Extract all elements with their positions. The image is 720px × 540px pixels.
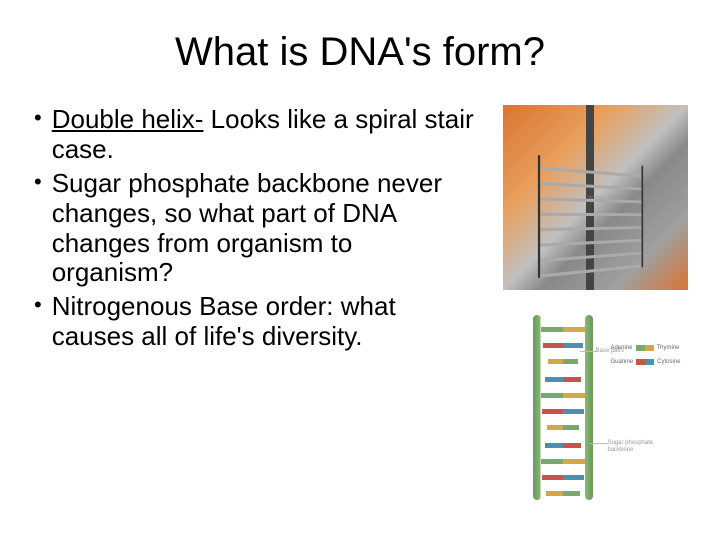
images-column: www.made-in-china.com Base pairs Adenine… [500,105,690,505]
dna-rung [545,443,581,448]
bullet-text: Double helix- Looks like a spiral stair … [52,105,480,165]
bullet-list: • Double helix- Looks like a spiral stai… [30,105,490,505]
legend-item: AdenineThymine [610,345,680,351]
bullet-rest: Sugar phosphate backbone never changes, … [52,168,442,288]
bullet-marker: • [34,105,42,130]
bullet-underlined: Double helix- [52,104,204,134]
dna-rung [546,491,580,496]
dna-helix [533,315,593,500]
image-watermark: www.made-in-china.com [588,193,686,202]
bullet-text: Sugar phosphate backbone never changes, … [52,169,480,289]
connector-line [580,351,598,352]
dna-rung [542,475,584,480]
dna-helix-diagram: Base pairs AdenineThymineGuanineCytosine… [508,310,683,505]
bullet-text: Nitrogenous Base order: what causes all … [52,292,480,352]
dna-rung [548,359,578,364]
dna-strand-left [533,315,541,500]
dna-rung [542,409,584,414]
label-backbone: Sugar phosphate backbone [608,440,668,453]
dna-rung [547,425,579,430]
dna-rung [543,343,583,348]
bullet-item: • Sugar phosphate backbone never changes… [30,169,480,289]
legend-item: GuanineCytosine [610,359,680,365]
dna-rung [541,459,585,464]
dna-legend: AdenineThymine GuanineCytosine [610,345,680,373]
dna-rung [541,327,585,332]
slide-container: What is DNA's form? • Double helix- Look… [0,0,720,540]
bullet-marker: • [34,292,42,317]
connector-line [590,443,608,444]
dna-rung [541,393,585,398]
bullet-rest: Nitrogenous Base order: what causes all … [52,291,396,351]
dna-strand-right [585,315,593,500]
bullet-item: • Double helix- Looks like a spiral stai… [30,105,480,165]
dna-rung [545,377,581,382]
slide-title: What is DNA's form? [30,30,690,75]
bullet-marker: • [34,169,42,194]
bullet-item: • Nitrogenous Base order: what causes al… [30,292,480,352]
spiral-staircase-image: www.made-in-china.com [503,105,688,290]
content-area: • Double helix- Looks like a spiral stai… [30,105,690,505]
